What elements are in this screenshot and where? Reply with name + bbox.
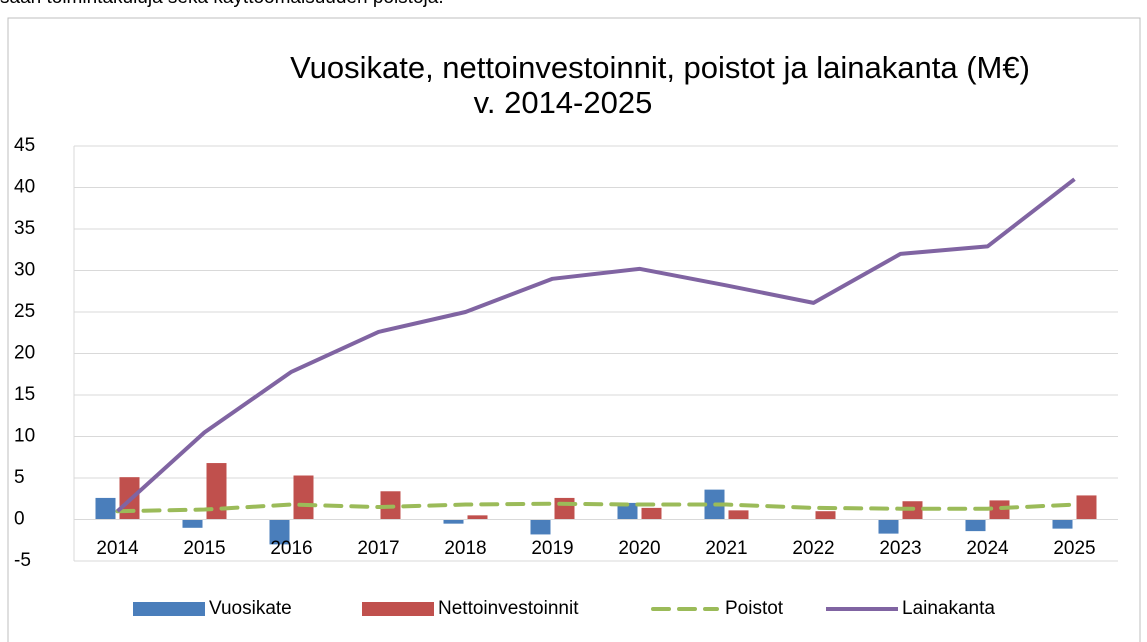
legend-label: Poistot <box>725 598 784 619</box>
x-tick-label: 2022 <box>792 538 834 559</box>
y-tick-label: 25 <box>14 301 35 322</box>
bar <box>878 519 899 534</box>
caption: saan toimintakuluja sekä käyttöomaisuude… <box>0 0 444 8</box>
bar <box>443 519 464 524</box>
legend-label: Vuosikate <box>209 598 292 619</box>
bar <box>269 519 290 545</box>
x-tick-label: 2016 <box>270 538 312 559</box>
bar <box>641 507 662 520</box>
bar <box>467 515 488 520</box>
line-series <box>116 177 1076 513</box>
bar <box>989 500 1010 520</box>
x-tick-label: 2019 <box>531 538 573 559</box>
bar <box>293 475 314 520</box>
bar <box>206 463 227 520</box>
x-tick-label: 2021 <box>705 538 747 559</box>
x-tick-label: 2018 <box>444 538 486 559</box>
y-tick-label: 35 <box>14 218 35 239</box>
x-tick-label: 2020 <box>618 538 660 559</box>
bar <box>965 519 986 532</box>
chart-title: Vuosikate, nettoinvestoinnit, poistot ja… <box>290 50 1030 85</box>
legend-label: Lainakanta <box>902 598 995 619</box>
bar <box>530 519 551 535</box>
bar <box>182 519 203 528</box>
bar <box>617 502 638 520</box>
y-tick-label: -5 <box>14 550 31 571</box>
bar <box>815 511 836 520</box>
chart-title: v. 2014-2025 <box>474 85 653 120</box>
x-tick-label: 2015 <box>183 538 225 559</box>
y-tick-label: 20 <box>14 343 35 364</box>
y-tick-label: 30 <box>14 260 35 281</box>
legend-swatch <box>362 602 434 616</box>
line-series <box>115 501 1077 514</box>
y-tick-label: 5 <box>14 467 25 488</box>
bar <box>95 497 116 520</box>
bar <box>728 510 749 520</box>
y-tick-label: 10 <box>14 426 35 447</box>
x-tick-label: 2017 <box>357 538 399 559</box>
bar <box>1052 519 1073 529</box>
legend-label: Nettoinvestoinnit <box>438 598 579 619</box>
y-tick-label: 40 <box>14 177 35 198</box>
y-tick-label: 0 <box>14 509 25 530</box>
x-tick-label: 2025 <box>1053 538 1095 559</box>
legend-swatch <box>133 602 205 616</box>
x-tick-label: 2014 <box>96 538 139 559</box>
x-tick-label: 2023 <box>879 538 921 559</box>
y-tick-label: 45 <box>14 135 35 156</box>
bar <box>1076 495 1097 520</box>
chart-border <box>7 17 1141 642</box>
bar <box>554 497 575 520</box>
x-tick-label: 2024 <box>966 538 1009 559</box>
y-tick-label: 15 <box>14 384 35 405</box>
